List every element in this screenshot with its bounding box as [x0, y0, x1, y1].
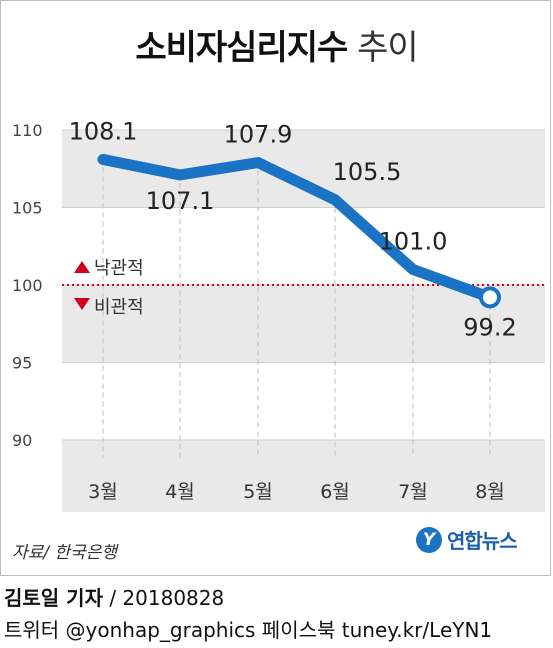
- x-tick-label: 3월: [88, 481, 118, 503]
- y-tick-label: 105: [12, 199, 43, 218]
- brand-logo-group: Y 연합뉴스: [416, 525, 518, 554]
- data-label: 105.5: [333, 158, 402, 186]
- x-tick-label: 6월: [320, 481, 350, 503]
- publish-date: / 20180828: [109, 586, 225, 610]
- data-label: 99.2: [463, 313, 516, 341]
- data-label: 107.9: [224, 121, 293, 149]
- series-line: [97, 153, 496, 303]
- x-tick-label: 4월: [165, 481, 195, 503]
- author-name: 김토일 기자: [4, 586, 103, 610]
- x-tick-label: 5월: [243, 481, 273, 503]
- y-tick-label: 90: [12, 431, 32, 450]
- y-tick-label: 100: [12, 276, 43, 295]
- up-triangle-icon: [74, 261, 90, 273]
- band-axis-area: [62, 440, 545, 512]
- data-point-last: [479, 286, 501, 309]
- data-label: 101.0: [379, 228, 448, 256]
- brand-name: 연합뉴스: [447, 529, 518, 553]
- down-triangle-icon: [74, 298, 90, 310]
- chart-title: 소비자심리지수 추이: [0, 20, 553, 69]
- yonhap-logo-icon: Y: [416, 526, 442, 553]
- data-source: 자료/ 한국은행: [12, 543, 117, 563]
- optimistic-label: 낙관적: [94, 258, 144, 279]
- credit-line-author: 김토일 기자 / 20180828: [4, 582, 224, 611]
- y-tick-label: 110: [12, 121, 43, 140]
- x-tick-label: 8월: [475, 481, 505, 503]
- band-95-100: [62, 285, 545, 363]
- x-tick-label: 7월: [398, 481, 428, 503]
- credit-line-social: 트위터 @yonhap_graphics 페이스북 tuney.kr/LeYN1: [4, 618, 493, 642]
- y-tick-label: 95: [12, 354, 32, 373]
- chart-title-suffix: 추이: [357, 28, 419, 68]
- data-label: 107.1: [146, 187, 215, 215]
- chart-title-main: 소비자심리지수: [135, 28, 348, 68]
- pessimistic-label: 비관적: [94, 297, 144, 318]
- data-label: 108.1: [69, 117, 138, 145]
